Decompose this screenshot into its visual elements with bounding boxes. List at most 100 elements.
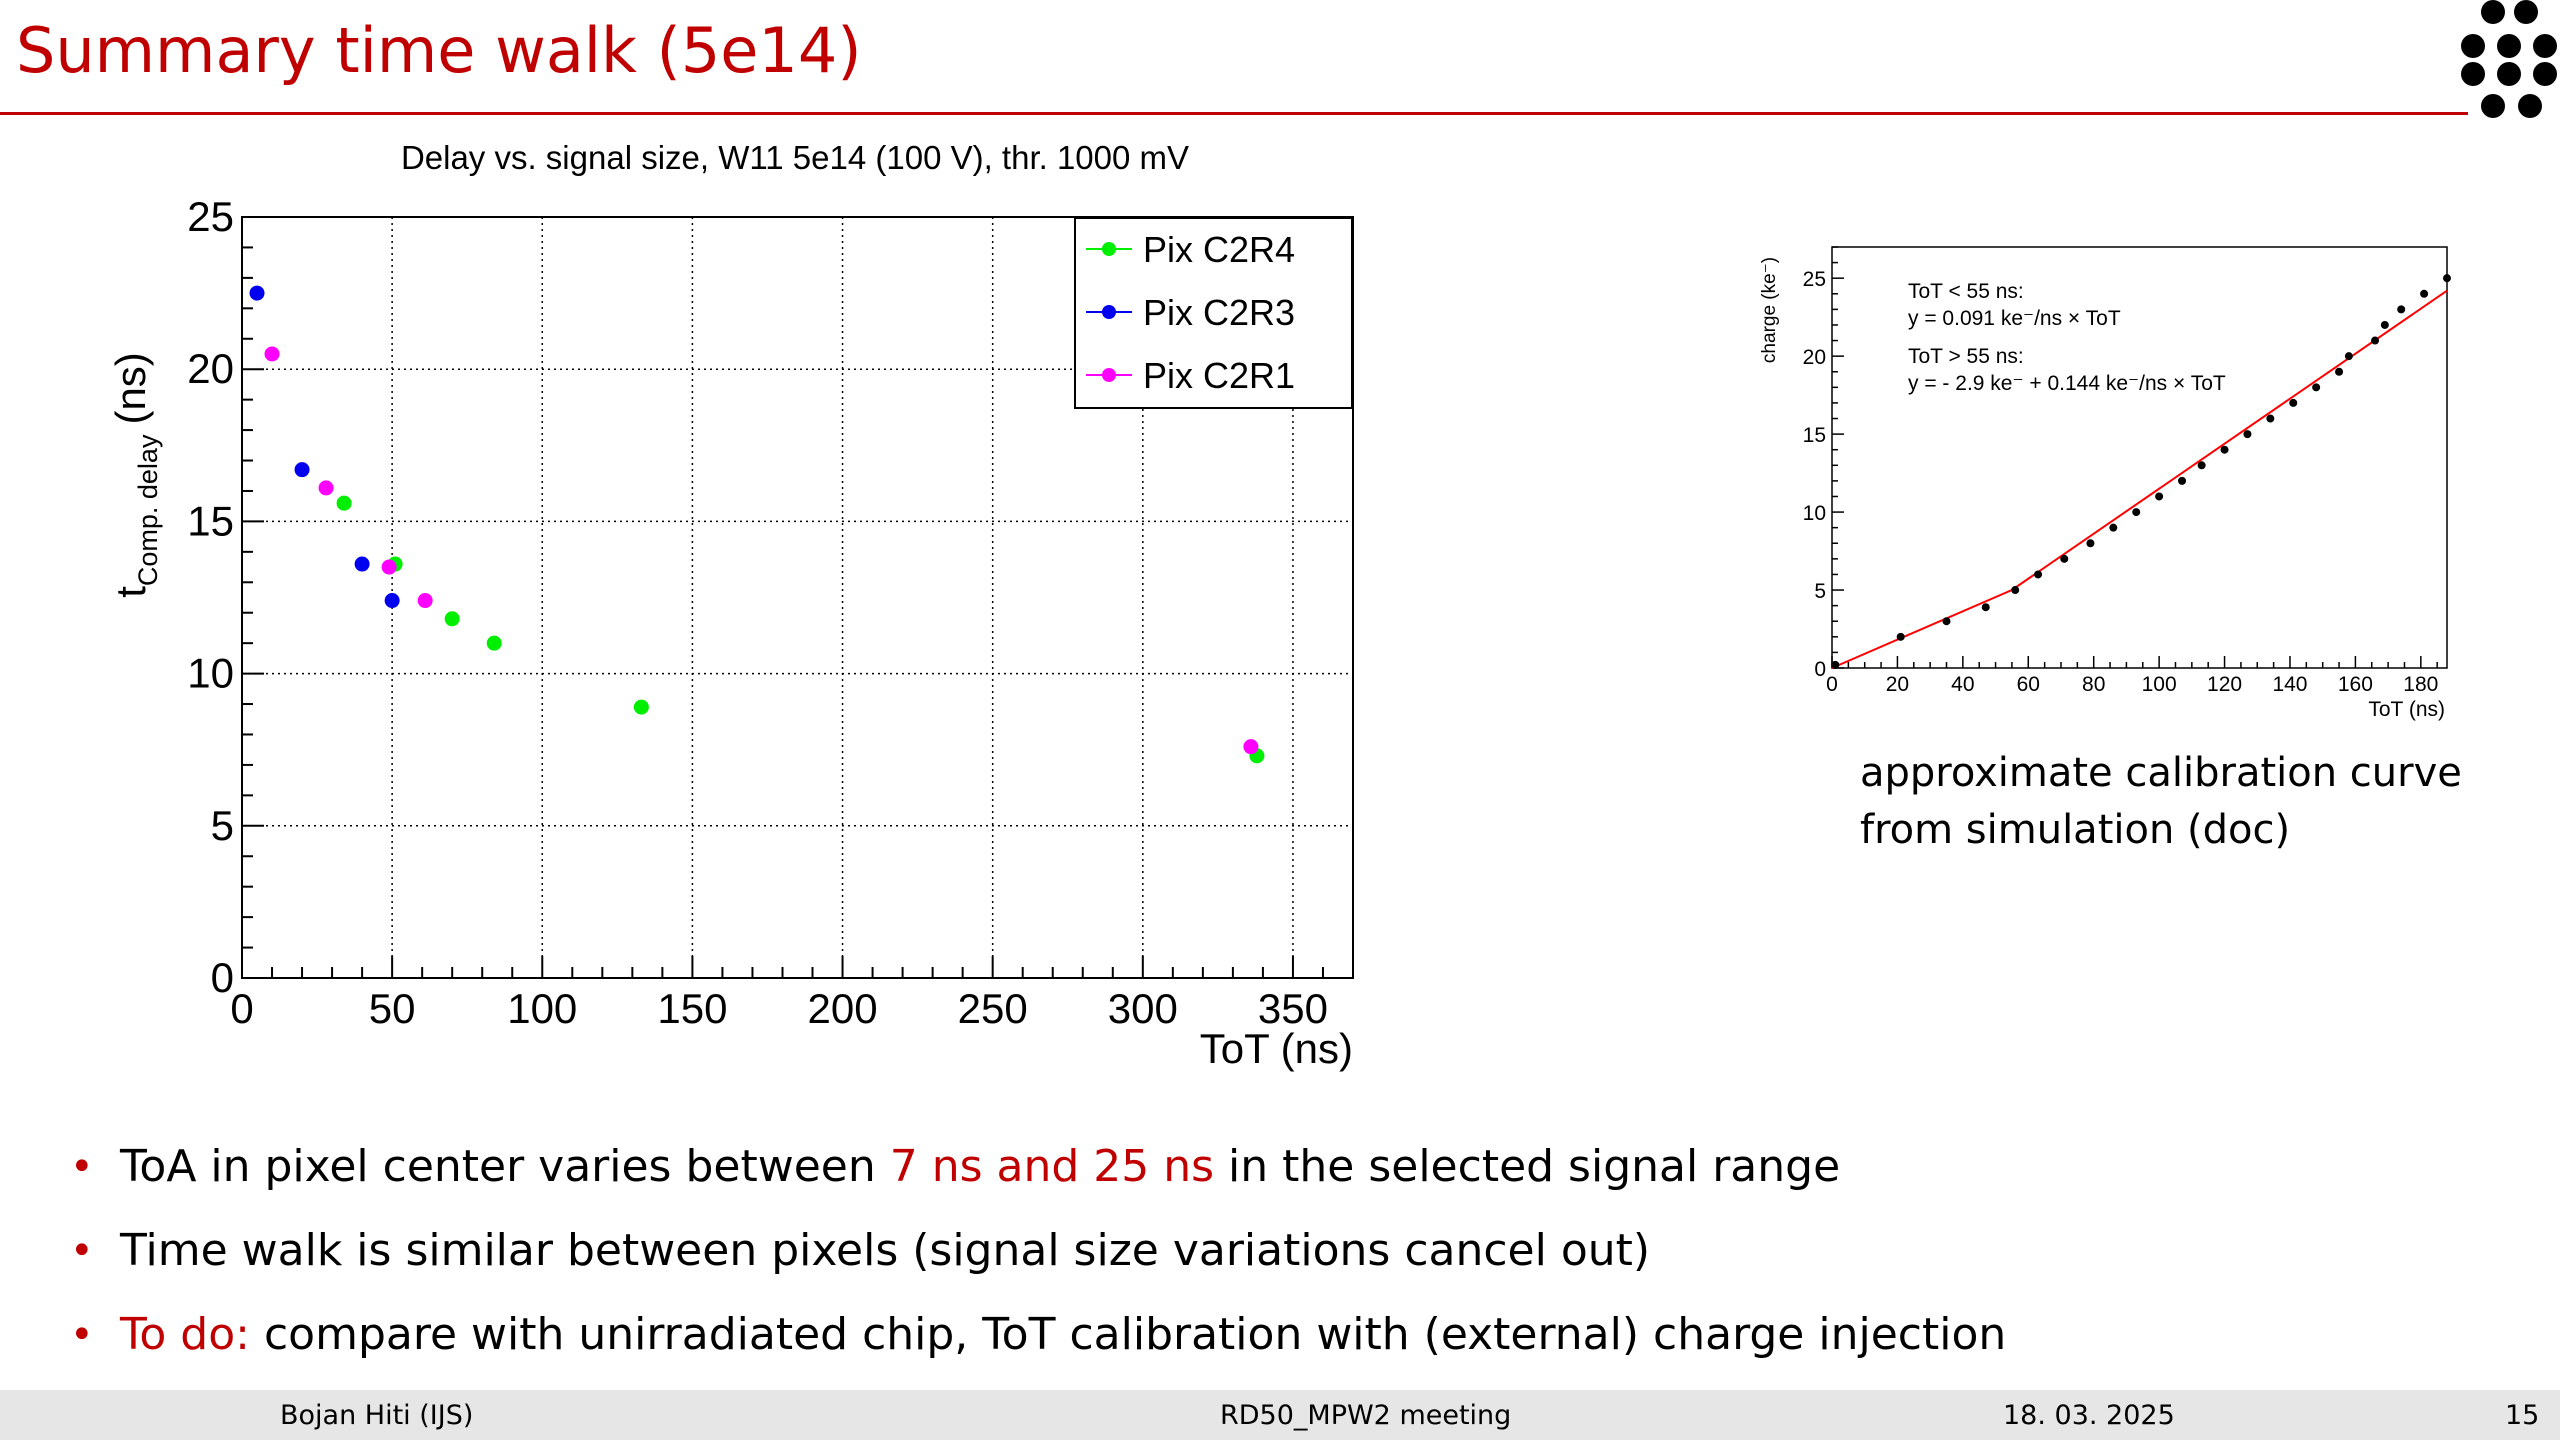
calibration-point — [2443, 274, 2451, 283]
legend-label-c2r1: Pix C2R1 — [1143, 355, 1295, 396]
calibration-point — [2312, 383, 2321, 392]
legend-marker-c2r3 — [1102, 305, 1116, 319]
calibration-point — [2197, 461, 2206, 470]
calibration-y-tick-label: 10 — [1803, 502, 1826, 525]
x-tick-label: 50 — [369, 985, 416, 1032]
data-point — [249, 285, 265, 301]
dots-logo-icon — [2461, 0, 2557, 118]
calibration-point — [2034, 570, 2043, 579]
calibration-x-tick-label: 20 — [1886, 673, 1909, 696]
calibration-y-tick-label: 5 — [1814, 580, 1826, 603]
slide-title: Summary time walk (5e14) — [16, 14, 862, 87]
x-tick-label: 250 — [958, 985, 1028, 1032]
calibration-point — [2335, 367, 2344, 376]
bullet-dot-icon: • — [70, 1144, 94, 1190]
calibration-x-tick-label: 60 — [2017, 673, 2040, 696]
calibration-point — [2155, 492, 2164, 501]
calibration-x-tick-label: 80 — [2082, 673, 2105, 696]
calibration-point — [2109, 523, 2118, 532]
calibration-x-label: ToT (ns) — [2368, 698, 2445, 721]
data-point — [417, 593, 433, 609]
data-point — [1243, 739, 1259, 755]
calibration-annotation-2: y = 0.091 ke⁻/ns × ToT — [1908, 307, 2121, 330]
footer-meeting: RD50_MPW2 meeting — [1220, 1400, 1512, 1431]
calibration-x-tick-label: 140 — [2272, 673, 2307, 696]
y-axis-label-main: t — [107, 586, 154, 598]
bullet-text: ToA in pixel center varies between — [120, 1141, 890, 1192]
data-point — [354, 556, 370, 572]
calibration-x-tick-label: 180 — [2403, 673, 2438, 696]
calibration-point — [2060, 554, 2069, 563]
calibration-point — [1981, 603, 1990, 612]
data-point — [633, 699, 649, 715]
y-axis-label-unit: (ns) — [107, 352, 154, 424]
calibration-point — [2289, 398, 2298, 407]
calibration-frame — [1831, 246, 2448, 669]
bullet-item: • Time walk is similar between pixels (si… — [70, 1219, 2006, 1303]
data-point — [336, 495, 352, 511]
calibration-annotation-3: ToT > 55 ns: — [1908, 345, 2024, 368]
plot-frame — [241, 216, 1354, 979]
calibration-point — [2266, 414, 2275, 423]
calibration-point — [2397, 305, 2406, 314]
calibration-point — [2132, 508, 2141, 517]
y-axis-label: tComp. delay (ns) — [107, 352, 163, 598]
calibration-x-tick-label: 100 — [2142, 673, 2177, 696]
x-tick-label: 150 — [657, 985, 727, 1032]
bullet-highlight: To do: — [120, 1309, 250, 1360]
y-tick-label: 5 — [211, 802, 234, 849]
chart-title: Delay vs. signal size, W11 5e14 (100 V),… — [401, 139, 1189, 176]
x-tick-label: 300 — [1108, 985, 1178, 1032]
title-divider — [0, 112, 2468, 115]
calibration-point — [1942, 617, 1951, 626]
legend-label-c2r3: Pix C2R3 — [1143, 292, 1295, 333]
calibration-axes: 0 20 40 60 80 100 120 140 160 180 0 5 10 15 20 25 — [1803, 246, 2448, 696]
calibration-x-tick-label: 40 — [1951, 673, 1974, 696]
calibration-annotation-4: y = - 2.9 ke⁻ + 0.144 ke⁻/ns × ToT — [1908, 372, 2226, 395]
x-axis-label: ToT (ns) — [1200, 1025, 1353, 1072]
legend-marker-c2r4 — [1102, 242, 1116, 256]
chart-legend: Pix C2R4 Pix C2R3 Pix C2R1 — [1074, 217, 1353, 409]
calibration-annotation-1: ToT < 55 ns: — [1908, 280, 2024, 303]
x-tick-label: 100 — [507, 985, 577, 1032]
calibration-point — [2178, 476, 2187, 485]
bullet-highlight: 7 ns and 25 ns — [889, 1141, 1215, 1192]
bullet-dot-icon: • — [70, 1312, 94, 1358]
calibration-x-tick-label: 160 — [2338, 673, 2373, 696]
y-tick-label: 15 — [187, 497, 234, 544]
footer-author: Bojan Hiti (IJS) — [280, 1400, 474, 1431]
data-point — [318, 480, 334, 496]
data-point — [486, 635, 502, 651]
chart-points — [249, 285, 1265, 764]
calibration-point — [2011, 586, 2020, 595]
calibration-caption: approximate calibration curve from simul… — [1860, 750, 2462, 853]
calibration-point — [2220, 445, 2229, 454]
calibration-x-tick-label: 0 — [1826, 673, 1838, 696]
calibration-y-tick-label: 25 — [1803, 268, 1826, 291]
calibration-point — [2380, 320, 2389, 329]
calibration-y-label: charge (ke⁻) — [1759, 257, 1780, 363]
calibration-x-tick-label: 120 — [2207, 673, 2242, 696]
legend-label-c2r4: Pix C2R4 — [1143, 229, 1295, 270]
legend-marker-c2r1 — [1102, 368, 1116, 382]
bullet-item: • To do: compare with unirradiated chip, … — [70, 1303, 2006, 1387]
calibration-point — [1896, 632, 1905, 641]
y-tick-label: 10 — [187, 650, 234, 697]
bullet-text: Time walk is similar between pixels (sig… — [120, 1225, 1651, 1276]
x-tick-label: 200 — [808, 985, 878, 1032]
calibration-point — [1831, 660, 1840, 669]
bullet-list: • ToA in pixel center varies between 7 ns… — [70, 1135, 2006, 1387]
y-tick-label: 0 — [211, 954, 234, 1001]
bullet-item: • ToA in pixel center varies between 7 ns… — [70, 1135, 2006, 1219]
y-tick-label: 25 — [187, 193, 234, 240]
calibration-chart: 0 20 40 60 80 100 120 140 160 180 0 5 10 15 20 25 ToT <… — [1759, 246, 2451, 721]
footer-date: 18. 03. 2025 — [2003, 1400, 2175, 1431]
data-point — [384, 593, 400, 609]
data-point — [264, 346, 280, 362]
calibration-point — [2371, 336, 2380, 345]
y-tick-label: 20 — [187, 345, 234, 392]
x-tick-label: 350 — [1258, 985, 1328, 1032]
calibration-y-tick-label: 20 — [1803, 346, 1826, 369]
slide-footer: Bojan Hiti (IJS) RD50_MPW2 meeting 18. 0… — [0, 1390, 2560, 1440]
calibration-point — [2344, 352, 2353, 361]
